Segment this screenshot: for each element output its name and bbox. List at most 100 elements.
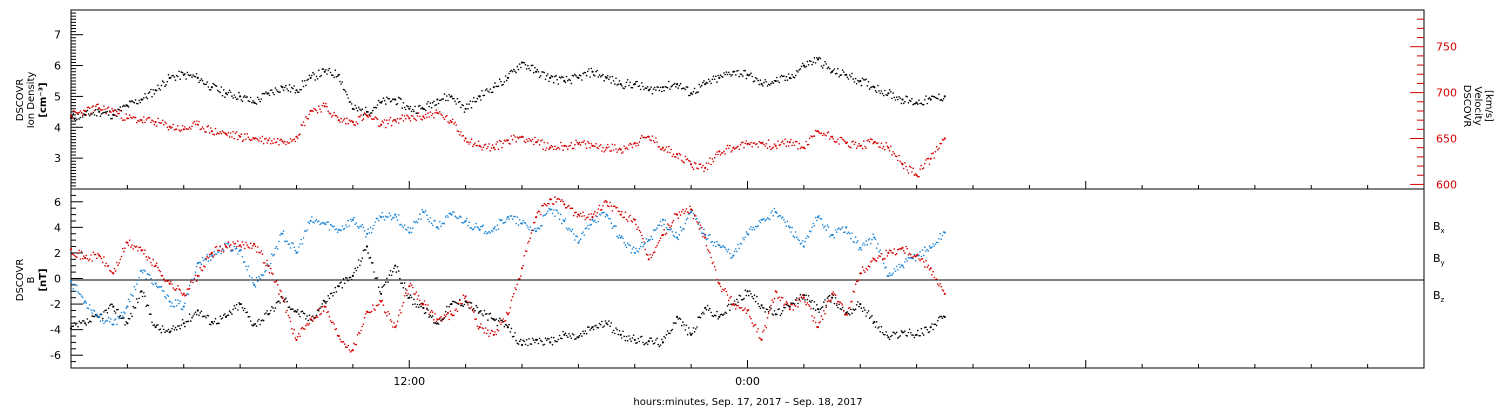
bx-series-point [625, 335, 628, 338]
velocity-series-point [549, 146, 552, 149]
by-series-point [602, 212, 604, 214]
bx-series-point [279, 302, 281, 304]
by-series-point [711, 240, 714, 243]
density-series-point [860, 84, 863, 87]
density-series-point [618, 80, 621, 82]
by-series-point [864, 244, 866, 246]
velocity-series-point [629, 142, 631, 145]
by-series-point [589, 224, 591, 226]
bz-series-point [459, 299, 461, 302]
bz-series-point [807, 304, 810, 306]
velocity-series-point [649, 139, 651, 141]
velocity-series-point [262, 142, 265, 145]
bz-series-point [555, 201, 557, 203]
by-series-point [266, 263, 268, 265]
bz-series-point [423, 300, 426, 302]
bx-series-point [647, 340, 650, 343]
bz-series-point [770, 304, 772, 307]
bx-series-point [307, 319, 310, 322]
bz-series-point [414, 293, 416, 295]
velocity-series-point [237, 138, 239, 141]
density-series-point [832, 69, 834, 72]
density-series-point [918, 99, 920, 101]
bx-series-point [477, 312, 480, 314]
density-series-point [532, 71, 535, 74]
bx-series-point [161, 325, 164, 327]
bx-series-point [351, 274, 354, 277]
velocity-series-point [242, 139, 245, 141]
velocity-series-point [184, 126, 186, 128]
bz-series-point [542, 204, 544, 207]
bx-series-point [796, 297, 798, 299]
by-series-point [735, 248, 737, 250]
velocity-series-point [181, 125, 184, 127]
bz-series-point [709, 251, 711, 254]
by-series-point [656, 227, 658, 229]
density-series-point [612, 80, 615, 82]
velocity-series-point [123, 119, 125, 121]
by-series-point [893, 268, 896, 270]
by-series-point [175, 304, 178, 307]
density-series-point [750, 72, 752, 74]
by-series-point [834, 229, 837, 231]
bz-series-point [123, 250, 125, 253]
bx-series-point [781, 309, 784, 312]
by-series-point [229, 250, 232, 252]
density-series-point [237, 98, 239, 100]
bz-series-point [382, 304, 385, 306]
density-series-point [578, 74, 581, 76]
bx-series-point [531, 337, 534, 340]
velocity-series-point [80, 111, 83, 114]
density-series-point [470, 106, 473, 109]
velocity-series-point [737, 145, 739, 148]
bz-series-point [890, 249, 892, 252]
bx-series-point [93, 315, 96, 318]
velocity-series-point [285, 143, 287, 146]
by-series-point [805, 237, 807, 239]
bx-series-point [294, 309, 297, 312]
bz-series-point [917, 253, 919, 256]
bz-series-point [413, 293, 415, 295]
velocity-series-point [501, 146, 503, 149]
bx-series-point [106, 312, 109, 314]
velocity-series-point [921, 168, 924, 170]
velocity-series-point [527, 140, 529, 142]
density-series-point [661, 90, 663, 93]
bx-series-point [565, 334, 568, 337]
bx-series-point [365, 249, 367, 251]
bx-series-point [913, 336, 916, 339]
bx-series-point [623, 335, 625, 338]
by-series-point [649, 239, 651, 241]
bz-series-point [766, 316, 769, 319]
by-series-point [497, 228, 500, 230]
velocity-series-point [776, 147, 778, 150]
by-series-point [474, 226, 476, 228]
density-series-point [83, 113, 85, 115]
by-series-point [454, 215, 456, 217]
bx-series-point [258, 318, 260, 321]
bx-series-point [112, 305, 115, 308]
bx-series-point [242, 309, 245, 312]
bz-series-point [215, 245, 218, 248]
bz-series-point [816, 326, 818, 328]
bx-series-point [661, 338, 663, 341]
density-series-point [349, 101, 352, 103]
bx-series-point [778, 308, 780, 310]
velocity-series-point [500, 140, 502, 143]
by-series-point [877, 243, 879, 245]
velocity-series-point [71, 117, 73, 120]
bz-series-point [664, 233, 667, 236]
density-series-point [407, 105, 409, 108]
by-series-point [840, 227, 843, 230]
by-series-point [409, 227, 412, 229]
density-series-point [260, 98, 263, 100]
velocity-series-point [86, 106, 89, 109]
by-series-point [286, 240, 288, 242]
bx-series-point [204, 315, 206, 318]
bx-series-point [498, 317, 501, 320]
by-series-point [569, 229, 571, 231]
density-series-point [494, 82, 496, 84]
velocity-series-point [195, 120, 198, 122]
velocity-series-point [631, 146, 634, 149]
bx-series-point [921, 332, 924, 335]
